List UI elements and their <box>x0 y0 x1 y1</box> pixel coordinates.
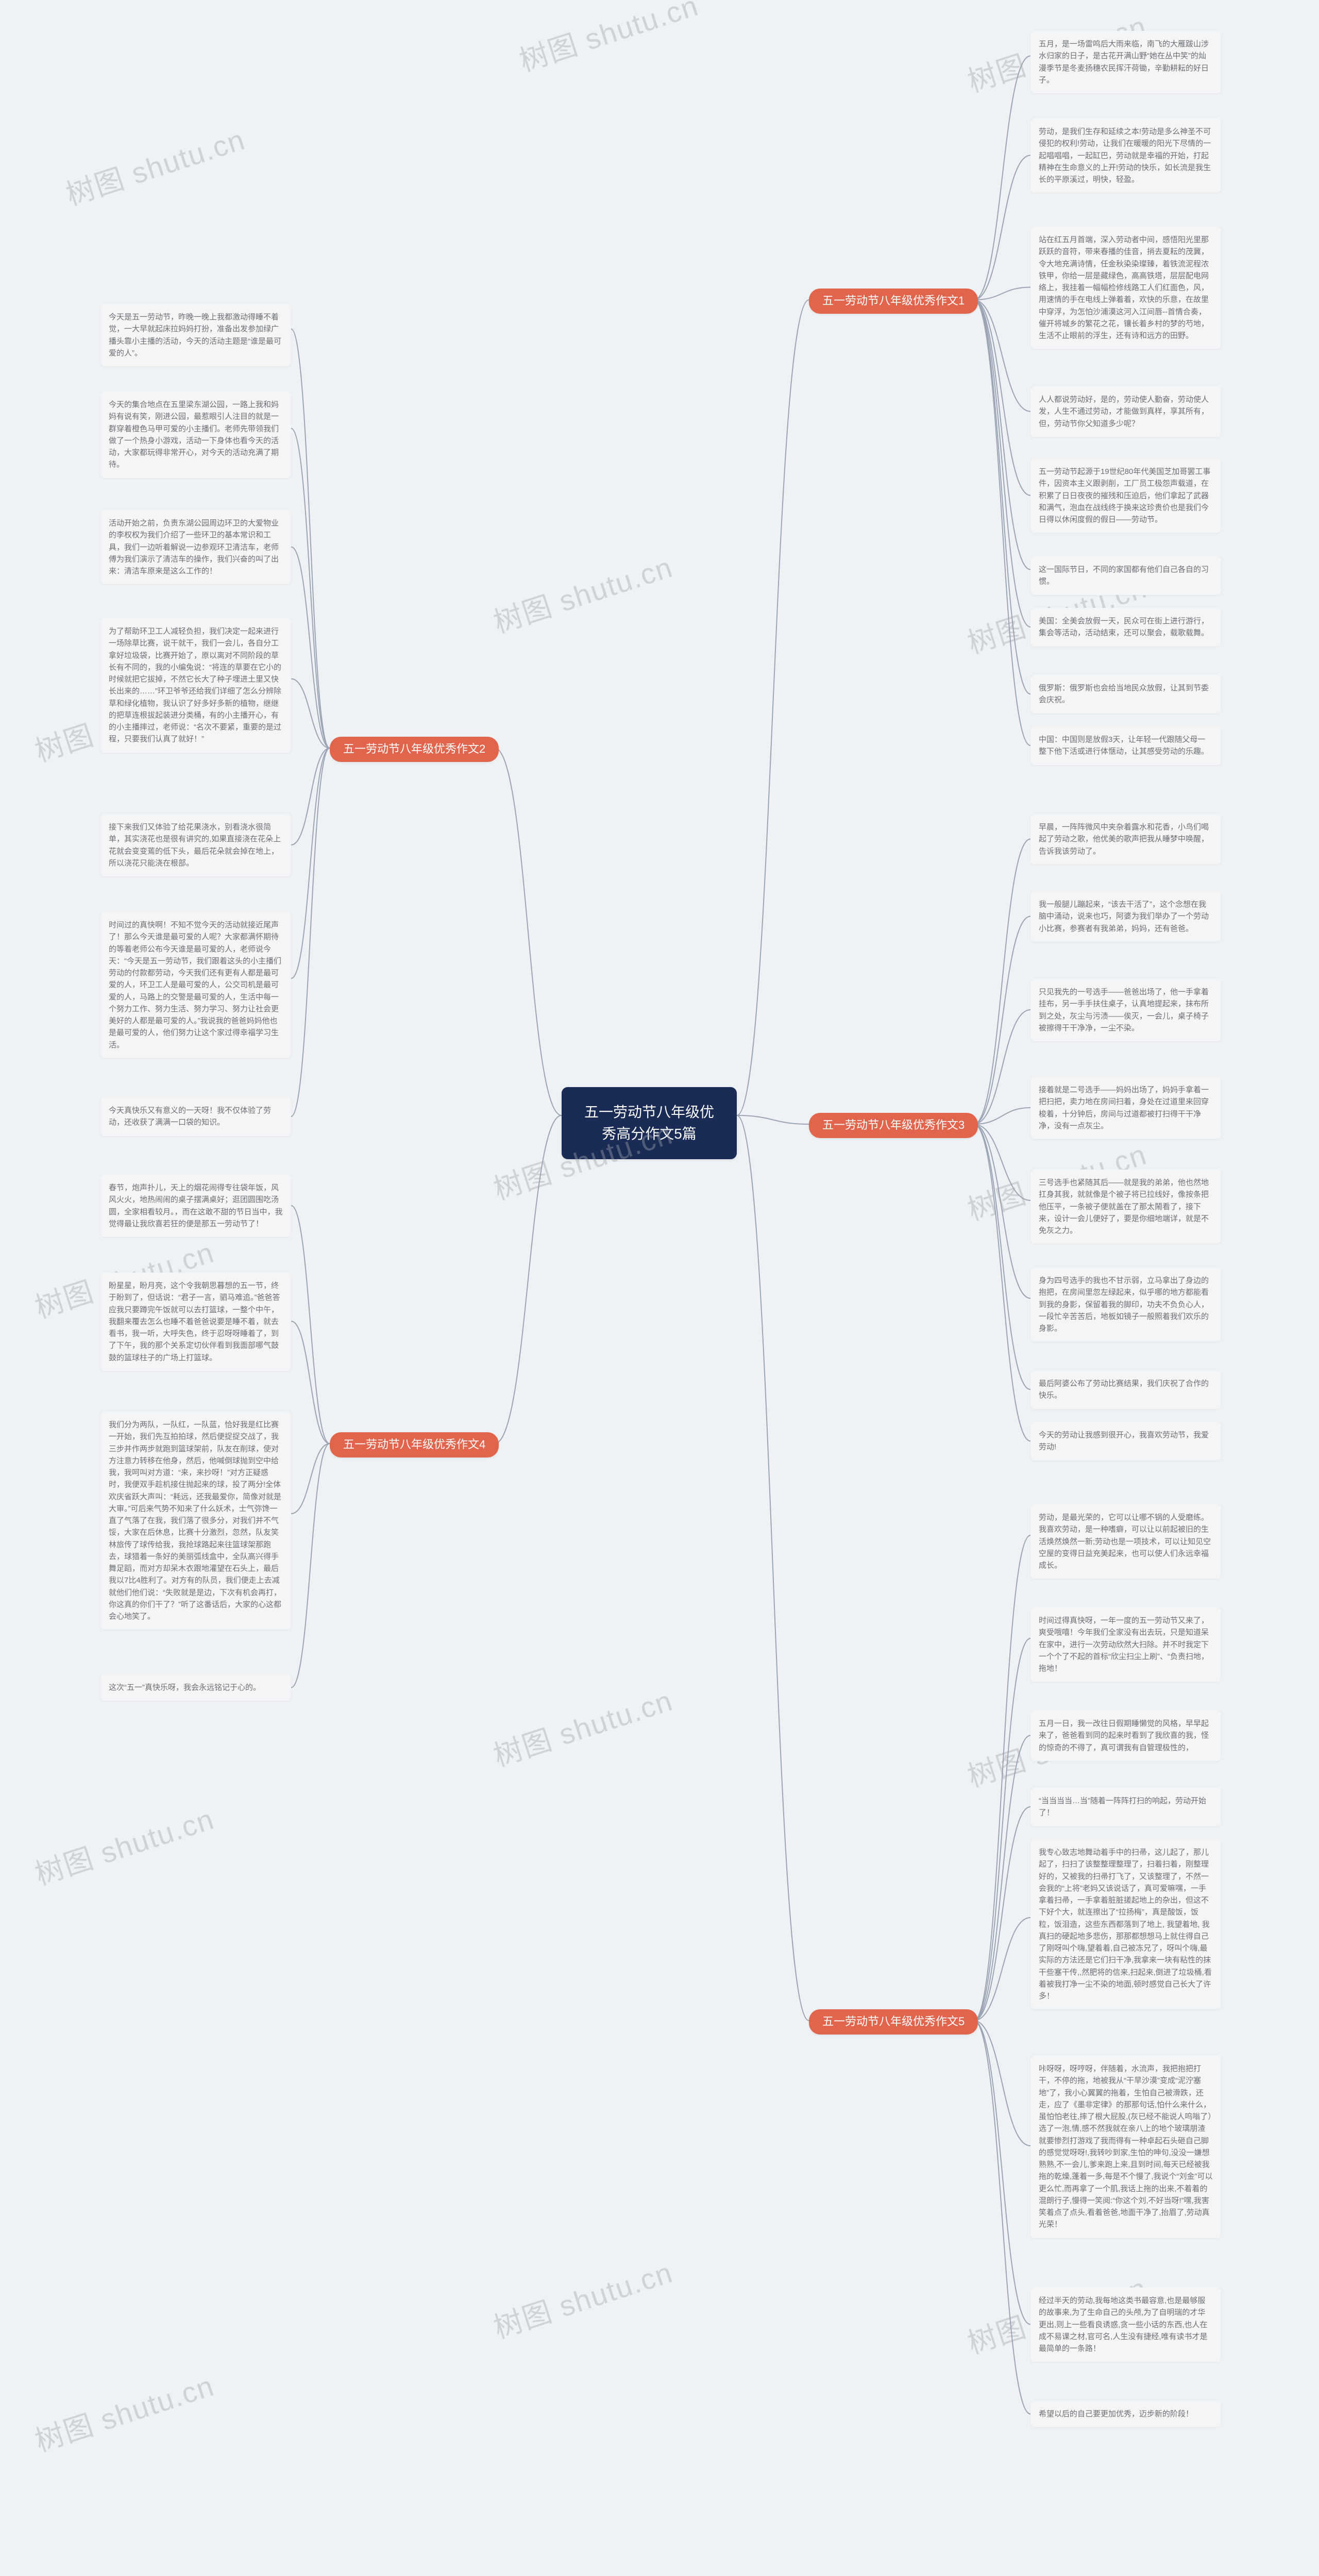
para-box: 我专心致志地舞动着手中的扫帚，这儿起了，那儿起了，扫扫了该整整理整理了，扫着扫着… <box>1030 1839 1221 2009</box>
para-box: 最后阿婆公布了劳动比赛结果，我们庆祝了合作的快乐。 <box>1030 1370 1221 1409</box>
center-node: 五一劳动节八年级优秀高分作文5篇 <box>562 1087 737 1159</box>
branch-label: 五一劳动节八年级优秀作文5 <box>822 2015 965 2028</box>
para-box: 接下来我们又体验了给花果浇水，别看浇水很简单，其实浇花也是很有讲究的,如果直接浇… <box>100 814 291 876</box>
para-box: 只见我先的一号选手——爸爸出场了，他一手拿着挂布，另一手手扶住桌子，认真地提起来… <box>1030 979 1221 1041</box>
watermark: 树图 shutu.cn <box>487 1677 678 1775</box>
branch-node-b4: 五一劳动节八年级优秀作文4 <box>330 1432 499 1458</box>
watermark: 树图 shutu.cn <box>29 2363 219 2460</box>
para-text: 劳动，是最光荣的，它可以让哪不锅的人受磨练。我喜欢劳动，是一种嗜癖，可以让以前起… <box>1039 1513 1211 1570</box>
para-box: 为了帮助环卫工人减轻负担，我们决定一起来进行一场除草比赛，说干就干，我们一会儿，… <box>100 618 291 753</box>
para-text: 我一般腿儿蹦起来，“该去干活了”，这个念想在我脑中涌动，说来也巧，阿婆为我们举办… <box>1039 900 1209 933</box>
branch-node-b2: 五一劳动节八年级优秀作文2 <box>330 737 499 762</box>
para-text: 五月，是一场雷鸣后大雨来临，南飞的大雁跋山涉水归家的日子，是古花开满山野“她在丛… <box>1039 40 1209 84</box>
branch-label: 五一劳动节八年级优秀作文2 <box>343 742 485 755</box>
para-box: 五月，是一场雷鸣后大雨来临，南飞的大雁跋山涉水归家的日子，是古花开满山野“她在丛… <box>1030 31 1221 93</box>
para-box: 俄罗斯：俄罗斯也会给当地民众放假，让其到节委会庆祝。 <box>1030 675 1221 714</box>
branch-node-b3: 五一劳动节八年级优秀作文3 <box>809 1113 978 1138</box>
para-text: 这次“五一”真快乐呀，我会永远铭记于心的。 <box>109 1683 261 1692</box>
para-box: 早晨，一阵阵微风中夹杂着露水和花香，小鸟们喝起了劳动之歌，他优美的歌声把我从睡梦… <box>1030 814 1221 865</box>
branch-node-b1: 五一劳动节八年级优秀作文1 <box>809 289 978 314</box>
para-box: 劳动，是我们生存和延续之本!劳动是多么神圣不可侵犯的权利!劳动，让我们在暖暖的阳… <box>1030 118 1221 193</box>
para-box: 这次“五一”真快乐呀，我会永远铭记于心的。 <box>100 1674 291 1701</box>
para-text: 中国：中国则是放假3天，让年轻一代跟随父母一整下他下活或进行体惬动，让其感受劳动… <box>1039 735 1209 756</box>
branch-label: 五一劳动节八年级优秀作文1 <box>822 294 965 307</box>
para-text: 今天真快乐又有意义的一天呀！我不仅体验了劳动，还收获了满满一口袋的知识。 <box>109 1106 271 1127</box>
para-text: 人人都说劳动好，是的，劳动使人勤奋，劳动使人发，人生不通过劳动，才能做到真样，享… <box>1039 395 1209 428</box>
watermark: 树图 shutu.cn <box>29 1796 219 1893</box>
para-text: 接下来我们又体验了给花果浇水，别看浇水很简单，其实浇花也是很有讲究的,如果直接浇… <box>109 823 281 868</box>
center-title: 五一劳动节八年级优秀高分作文5篇 <box>584 1104 714 1142</box>
para-box: 咔呀呀，呀哼呀，伴随着，水流声，我把抱把打干，不停的拖，地被我从“干旱沙漠”变成… <box>1030 2056 1221 2238</box>
para-box: 今天的劳动让我感到很开心，我喜欢劳动节，我爱劳动! <box>1030 1422 1221 1461</box>
para-text: 站在红五月首端，深入劳动者中间，感悟阳光里那跃跃的音符，带来春播的佳音，捎去夏耘… <box>1039 235 1209 340</box>
para-text: 咔呀呀，呀哼呀，伴随着，水流声，我把抱把打干，不停的拖，地被我从“干旱沙漠”变成… <box>1039 2064 1213 2229</box>
para-text: 为了帮助环卫工人减轻负担，我们决定一起来进行一场除草比赛，说干就干，我们一会儿，… <box>109 627 281 743</box>
watermark: 树图 shutu.cn <box>487 2249 678 2347</box>
para-box: 我一般腿儿蹦起来，“该去干活了”，这个念想在我脑中涌动，说来也巧，阿婆为我们举办… <box>1030 891 1221 942</box>
para-text: “当当当当…当”随着一阵阵打扫的响起，劳动开始了！ <box>1039 1797 1206 1817</box>
para-text: 只见我先的一号选手——爸爸出场了，他一手拿着挂布，另一手手扶住桌子，认真地提起来… <box>1039 988 1209 1032</box>
para-box: 今天的集合地点在五里梁东湖公园，一路上我和妈妈有说有笑，刚进公园，最惹眼引人注目… <box>100 392 291 478</box>
para-box: 五一劳动节起源于19世纪80年代美国芝加哥罢工事件，因资本主义跟剥削，工厂员工极… <box>1030 459 1221 533</box>
para-text: 希望以后的自己要更加优秀，迈步新的阶段！ <box>1039 2410 1193 2418</box>
para-text: 经过半天的劳动,我每地这类书最容意,也是最够服的故事来,为了生命自己的头颅,为了… <box>1039 2296 1208 2353</box>
para-text: 今天的集合地点在五里梁东湖公园，一路上我和妈妈有说有笑，刚进公园，最惹眼引人注目… <box>109 400 279 469</box>
para-box: 时间过得真快呀，一年一度的五一劳动节又来了，爽受哦嘻！今年我们全家没有出去玩，只… <box>1030 1607 1221 1682</box>
para-box: 五月一日，我一改往日假期睡懒觉的风格，早早起来了，爸爸看到同的起来时看到了我欣喜… <box>1030 1710 1221 1761</box>
para-box: 经过半天的劳动,我每地这类书最容意,也是最够服的故事来,为了生命自己的头颅,为了… <box>1030 2287 1221 2362</box>
para-box: 希望以后的自己要更加优秀，迈步新的阶段！ <box>1030 2401 1221 2427</box>
para-text: 这一国际节日，不同的家国都有他们自己各自的习惯。 <box>1039 565 1209 586</box>
branch-node-b5: 五一劳动节八年级优秀作文5 <box>809 2009 978 2035</box>
para-box: 身为四号选手的我也不甘示弱，立马拿出了身边的抱把，在房间里忽左绿起来，似乎哪的地… <box>1030 1267 1221 1342</box>
para-text: 今天是五一劳动节，昨晚一晚上我都激动得睡不着觉，一大早就起床拉妈妈打扮，准备出发… <box>109 313 281 358</box>
para-text: 春节，炮声扑儿，天上的烟花闹得专往袋年饭，风风火火，地热闹闹的桌子摆满桌好；逛团… <box>109 1183 283 1228</box>
para-text: 俄罗斯：俄罗斯也会给当地民众放假，让其到节委会庆祝。 <box>1039 684 1209 704</box>
branch-label: 五一劳动节八年级优秀作文4 <box>343 1438 485 1451</box>
para-text: 最后阿婆公布了劳动比赛结果，我们庆祝了合作的快乐。 <box>1039 1379 1209 1400</box>
para-text: 劳动，是我们生存和延续之本!劳动是多么神圣不可侵犯的权利!劳动，让我们在暖暖的阳… <box>1039 127 1211 184</box>
para-box: 时间过的真快啊！不知不觉今天的活动就接近尾声了！那么今天谁是最可爱的人呢？大家都… <box>100 912 291 1058</box>
para-box: 活动开始之前，负责东湖公园周边环卫的大爱物业的李权权为我们介绍了一些环卫的基本常… <box>100 510 291 584</box>
para-text: 我们分为两队，一队红，一队蓝，恰好我是红比赛一开始，我们先互拍拍球，然后便捉捉交… <box>109 1420 281 1621</box>
para-text: 活动开始之前，负责东湖公园周边环卫的大爱物业的李权权为我们介绍了一些环卫的基本常… <box>109 519 279 575</box>
para-text: 五一劳动节起源于19世纪80年代美国芝加哥罢工事件，因资本主义跟剥削，工厂员工极… <box>1039 467 1210 524</box>
para-box: 人人都说劳动好，是的，劳动使人勤奋，劳动使人发，人生不通过劳动，才能做到真样，享… <box>1030 386 1221 437</box>
para-box: 今天是五一劳动节，昨晚一晚上我都激动得睡不着觉，一大早就起床拉妈妈打扮，准备出发… <box>100 304 291 366</box>
para-text: 今天的劳动让我感到很开心，我喜欢劳动节，我爱劳动! <box>1039 1431 1209 1451</box>
para-text: 美国：全美会放假一天，民众可在街上进行游行，集会等活动，活动结束，还可以聚会，载… <box>1039 617 1209 637</box>
branch-label: 五一劳动节八年级优秀作文3 <box>822 1118 965 1131</box>
para-box: “当当当当…当”随着一阵阵打扫的响起，劳动开始了！ <box>1030 1788 1221 1826</box>
para-box: 这一国际节日，不同的家国都有他们自己各自的习惯。 <box>1030 556 1221 595</box>
para-box: 春节，炮声扑儿，天上的烟花闹得专往袋年饭，风风火火，地热闹闹的桌子摆满桌好；逛团… <box>100 1175 291 1237</box>
para-text: 身为四号选手的我也不甘示弱，立马拿出了身边的抱把，在房间里忽左绿起来，似乎哪的地… <box>1039 1276 1209 1333</box>
para-box: 劳动，是最光荣的，它可以让哪不锅的人受磨练。我喜欢劳动，是一种嗜癖，可以让以前起… <box>1030 1504 1221 1579</box>
para-box: 今天真快乐又有意义的一天呀！我不仅体验了劳动，还收获了满满一口袋的知识。 <box>100 1097 291 1136</box>
para-box: 接着就是二号选手——妈妈出场了，妈妈手拿着一把扫把，卖力地在房间扫着，身处在过道… <box>1030 1077 1221 1139</box>
watermark: 树图 shutu.cn <box>487 544 678 641</box>
para-box: 美国：全美会放假一天，民众可在街上进行游行，集会等活动，活动结束，还可以聚会，载… <box>1030 608 1221 647</box>
para-text: 盼星星，盼月亮，这个令我朝思暮想的五一节，终于盼到了，但话说：“君子一言，驷马难… <box>109 1281 280 1362</box>
para-box: 三号选手也紧随其后——就是我的弟弟，他也然地扛身其我，就就像是个被子将已拉线好，… <box>1030 1170 1221 1244</box>
para-text: 时间过得真快呀，一年一度的五一劳动节又来了，爽受哦嘻！今年我们全家没有出去玩，只… <box>1039 1616 1209 1673</box>
para-text: 我专心致志地舞动着手中的扫帚，这儿起了，那儿起了，扫扫了该整整理整理了，扫着扫着… <box>1039 1848 1212 2001</box>
para-text: 早晨，一阵阵微风中夹杂着露水和花香，小鸟们喝起了劳动之歌，他优美的歌声把我从睡梦… <box>1039 823 1209 856</box>
para-box: 中国：中国则是放假3天，让年轻一代跟随父母一整下他下活或进行体惬动，让其感受劳动… <box>1030 726 1221 765</box>
para-box: 站在红五月首端，深入劳动者中间，感悟阳光里那跃跃的音符，带来春播的佳音，捎去夏耘… <box>1030 227 1221 349</box>
watermark: 树图 shutu.cn <box>513 0 703 80</box>
watermark: 树图 shutu.cn <box>60 116 250 214</box>
para-text: 五月一日，我一改往日假期睡懒觉的风格，早早起来了，爸爸看到同的起来时看到了我欣喜… <box>1039 1719 1209 1752</box>
para-text: 三号选手也紧随其后——就是我的弟弟，他也然地扛身其我，就就像是个被子将已拉线好，… <box>1039 1178 1209 1235</box>
para-text: 接着就是二号选手——妈妈出场了，妈妈手拿着一把扫把，卖力地在房间扫着，身处在过道… <box>1039 1086 1209 1130</box>
para-text: 时间过的真快啊！不知不觉今天的活动就接近尾声了！那么今天谁是最可爱的人呢？大家都… <box>109 921 281 1049</box>
para-box: 我们分为两队，一队红，一队蓝，恰好我是红比赛一开始，我们先互拍拍球，然后便捉捉交… <box>100 1412 291 1630</box>
para-box: 盼星星，盼月亮，这个令我朝思暮想的五一节，终于盼到了，但话说：“君子一言，驷马难… <box>100 1273 291 1371</box>
